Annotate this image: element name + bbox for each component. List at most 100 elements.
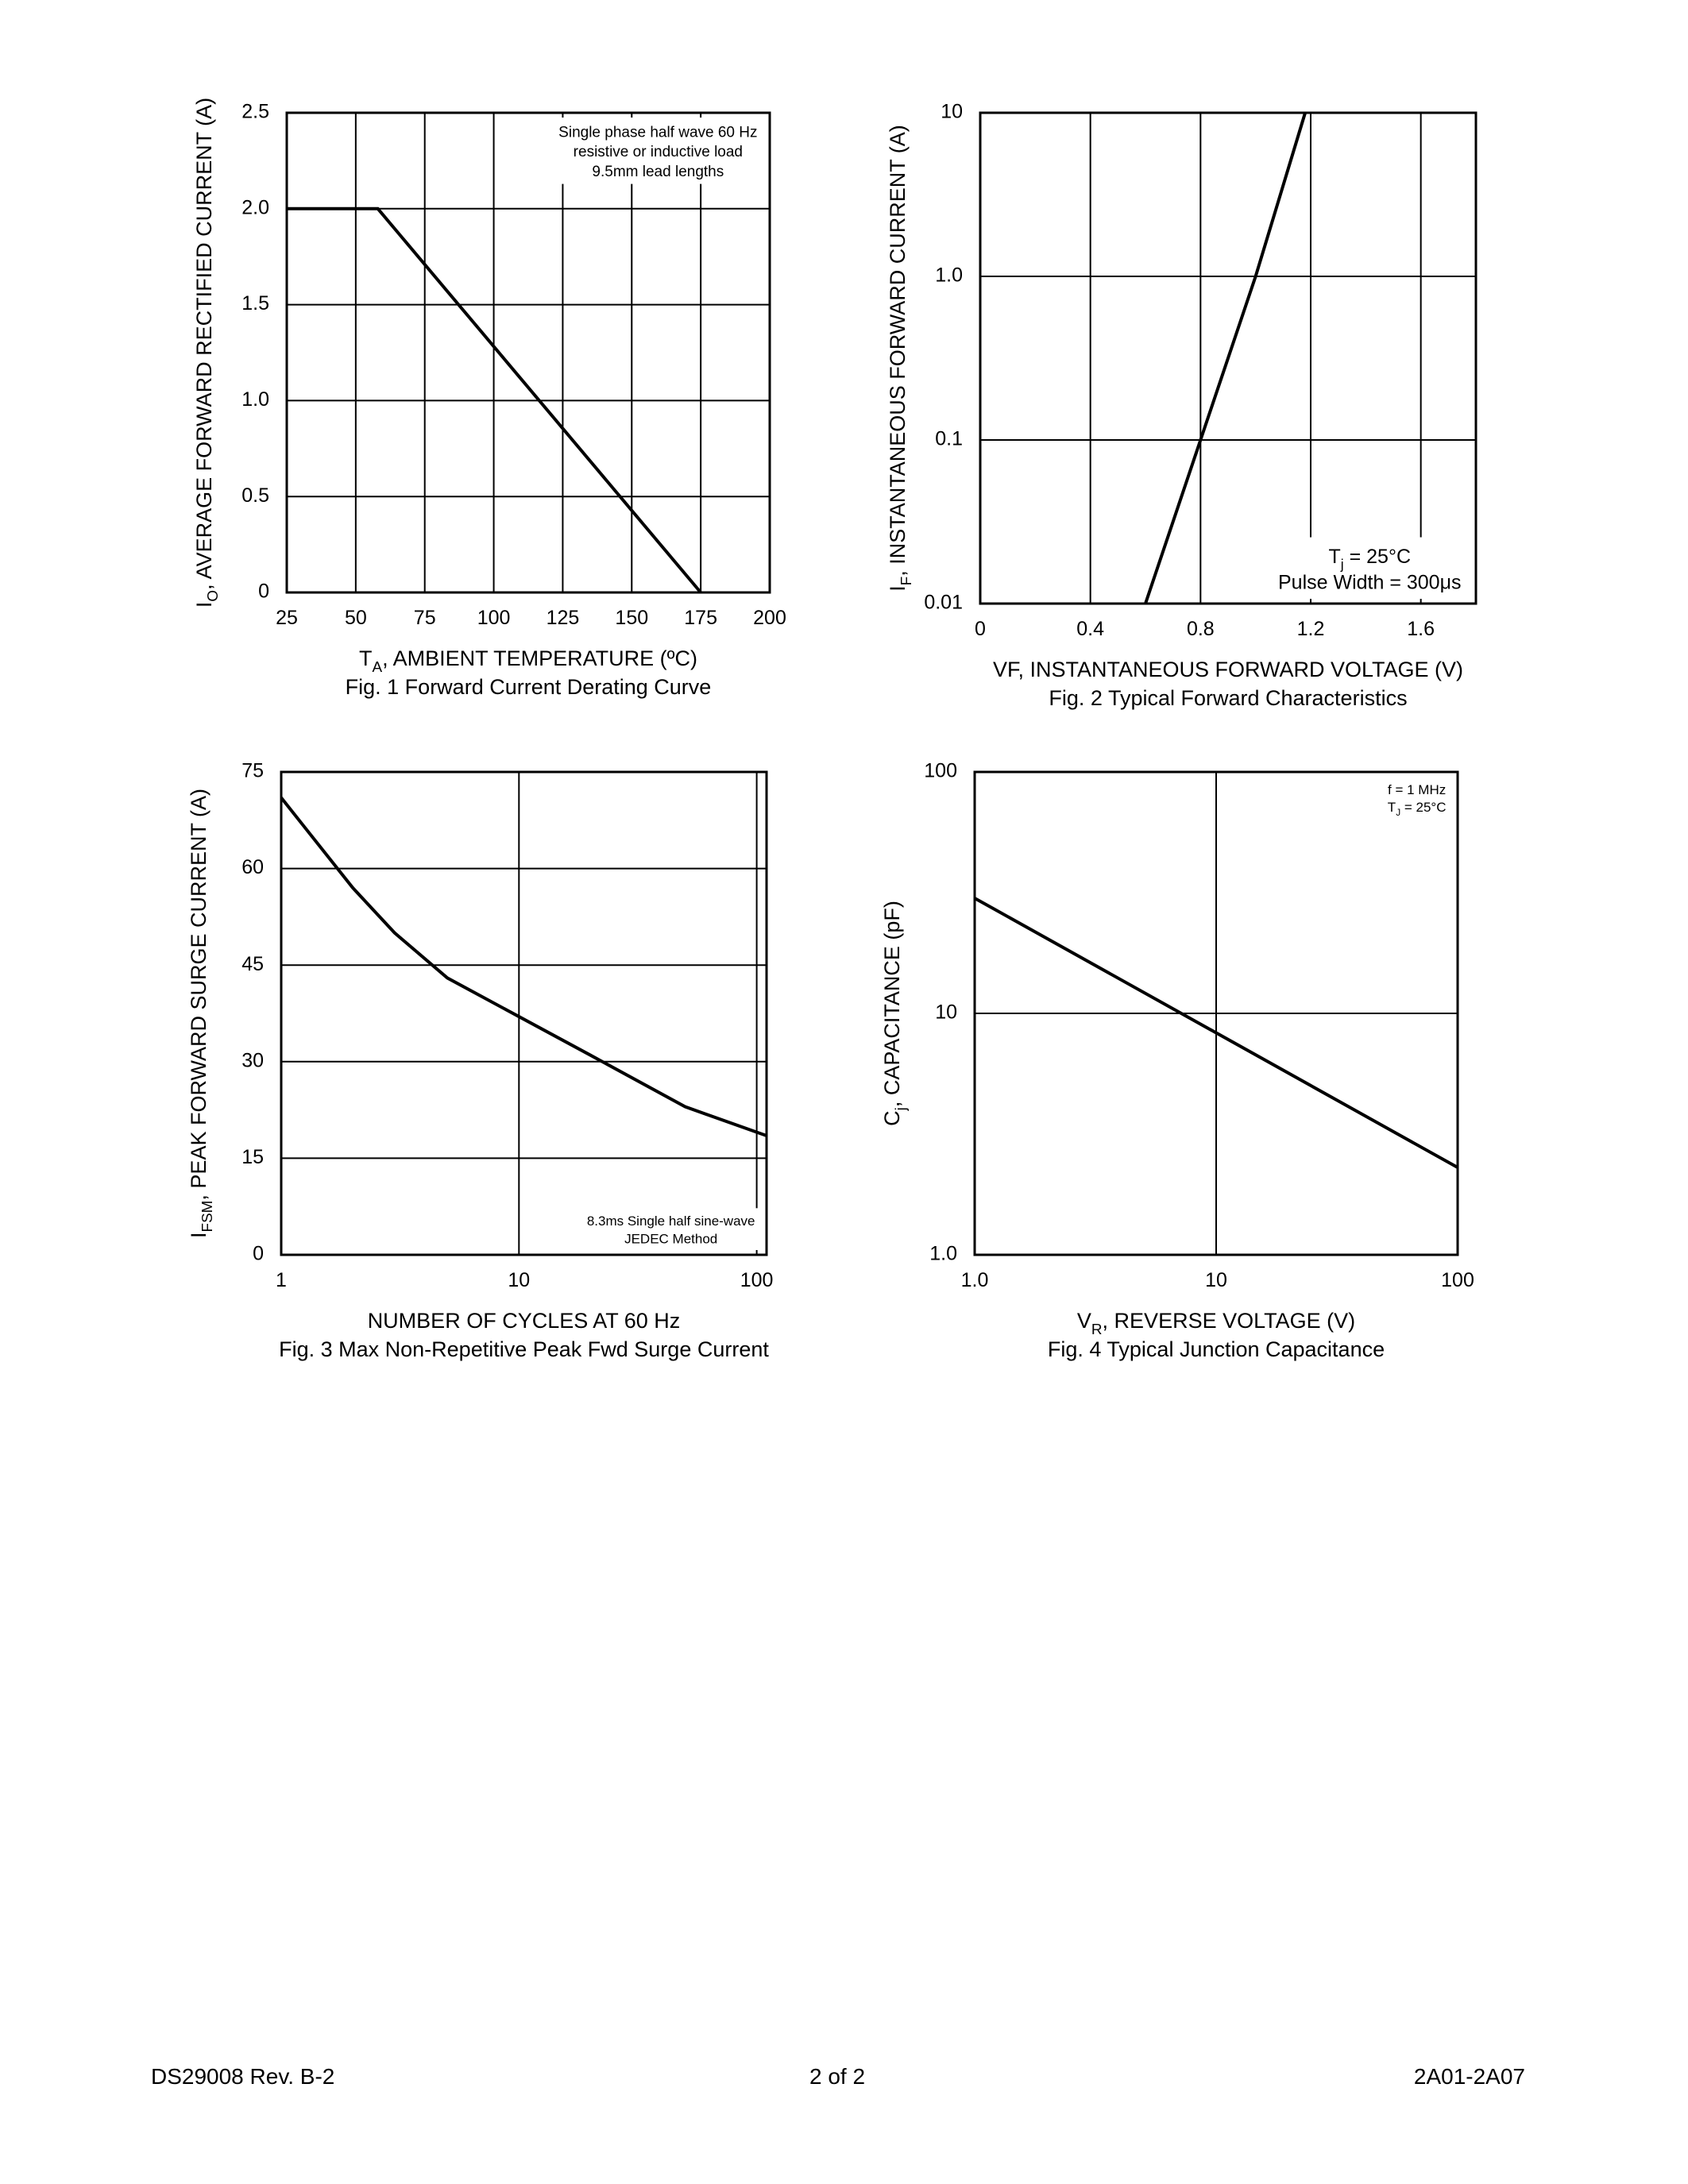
y-axis-title-main: I: [187, 1232, 211, 1238]
y-axis-title-main: I: [192, 602, 216, 608]
x-tick-label: 0: [975, 618, 986, 640]
plot-frame: [280, 770, 768, 1256]
y-tick-label: 75: [241, 760, 264, 782]
figure-caption: Fig. 4 Typical Junction Capacitance: [1048, 1337, 1385, 1361]
annotation-box: [550, 118, 765, 184]
x-axis-title-rest: , AMBIENT TEMPERATURE (ºC): [382, 646, 697, 670]
x-axis-title: NUMBER OF CYCLES AT 60 Hz: [368, 1309, 681, 1333]
x-axis-title: TA, AMBIENT TEMPERATURE (ºC): [359, 646, 697, 676]
y-tick-label: 2.5: [241, 101, 269, 123]
annotation-text: JEDEC Method: [624, 1231, 717, 1246]
annotation: Single phase half wave 60 Hz resistive or…: [550, 118, 765, 184]
x-tick-label: 100: [740, 1269, 774, 1291]
annotation-text: Single phase half wave 60 Hz: [558, 125, 757, 141]
annotation: f = 1 MHz TJ = 25°C: [1381, 777, 1453, 819]
footer-right: 2A01-2A07: [1414, 2064, 1525, 2089]
y-tick-label: 30: [241, 1049, 264, 1071]
annotation-box: [1381, 777, 1453, 819]
y-axis-title: IF, INSTANTANEOUS FORWARD CURRENT (A): [886, 125, 915, 592]
x-axis-title-main: T: [359, 646, 373, 670]
x-tick-label: 0.8: [1187, 618, 1215, 640]
y-tick-label: 15: [241, 1146, 264, 1168]
annotation-text: 9.5mm lead lengths: [592, 164, 724, 180]
annotation-text-rest: = 25°C: [1344, 546, 1411, 568]
annotation-text-rest: = 25°C: [1400, 800, 1446, 815]
x-axis-title-main: V: [1077, 1309, 1091, 1333]
x-tick-label: 200: [753, 607, 786, 629]
annotation-text-sub: J: [1396, 807, 1400, 818]
curve: [1144, 112, 1307, 604]
x-tick-label: 100: [1441, 1269, 1474, 1291]
annotation-box: [1268, 537, 1471, 599]
x-tick-label: 175: [684, 607, 717, 629]
y-axis-title-sub: FSM: [199, 1201, 216, 1233]
y-tick-label: 0.1: [935, 428, 963, 450]
y-tick-label: 0: [253, 1243, 264, 1265]
annotation-box: [580, 1208, 762, 1250]
annotation-text: resistive or inductive load: [574, 144, 743, 160]
x-tick-label: 0.4: [1076, 618, 1104, 640]
y-axis-title-sub: O: [205, 590, 222, 602]
plot-frame: [973, 770, 1459, 1256]
footer-left: DS29008 Rev. B-2: [151, 2064, 334, 2089]
x-axis-title-sub: A: [372, 659, 382, 676]
annotation-text: 8.3ms Single half sine-wave: [587, 1214, 755, 1229]
y-axis-title-rest: , CAPACITANCE (pF): [880, 901, 904, 1107]
y-tick-label: 2.0: [241, 196, 269, 218]
x-tick-label: 150: [615, 607, 648, 629]
y-axis-title-main: I: [886, 585, 910, 592]
y-tick-label: 60: [241, 856, 264, 878]
footer-center: 2 of 2: [809, 2064, 865, 2089]
y-tick-label: 45: [241, 953, 264, 975]
annotation-text: TJ = 25°C: [1388, 800, 1447, 818]
figure-caption: Fig. 1 Forward Current Derating Curve: [346, 675, 712, 699]
x-tick-label: 25: [276, 607, 298, 629]
y-axis-title-rest: , PEAK FORWARD SURGE CURRENT (A): [187, 789, 211, 1201]
y-tick-label: 10: [935, 1001, 957, 1024]
y-tick-label: 0: [258, 581, 269, 603]
curve: [287, 206, 702, 594]
y-tick-label: 1.0: [929, 1243, 957, 1265]
annotation-text: Tj = 25°C: [1328, 546, 1411, 573]
x-tick-label: 125: [547, 607, 580, 629]
annotation: 8.3ms Single half sine-wave JEDEC Method: [580, 1208, 762, 1250]
x-axis-title-rest: , REVERSE VOLTAGE (V): [1103, 1309, 1356, 1333]
annotation-text-sub: j: [1340, 556, 1344, 572]
y-axis-title-sub: F: [898, 577, 915, 586]
y-axis-title: Cj, CAPACITANCE (pF): [880, 901, 910, 1126]
y-tick-label: 0.01: [924, 592, 963, 614]
y-tick-label: 1.0: [241, 388, 269, 411]
x-tick-label: 1: [276, 1269, 287, 1291]
annotation-text-main: T: [1328, 546, 1340, 568]
x-tick-label: 50: [345, 607, 367, 629]
x-tick-label: 10: [508, 1269, 530, 1291]
y-axis-title-rest: , INSTANTANEOUS FORWARD CURRENT (A): [886, 125, 910, 577]
x-tick-label: 1.2: [1297, 618, 1325, 640]
y-axis-title: IFSM, PEAK FORWARD SURGE CURRENT (A): [187, 789, 216, 1238]
x-axis-title: VR, REVERSE VOLTAGE (V): [1077, 1309, 1355, 1338]
x-axis-title-sub: R: [1091, 1322, 1103, 1338]
figure-caption: Fig. 3 Max Non-Repetitive Peak Fwd Surge…: [279, 1337, 769, 1361]
x-axis-title: VF, INSTANTANEOUS FORWARD VOLTAGE (V): [993, 658, 1463, 681]
y-axis-title-rest: , AVERAGE FORWARD RECTIFIED CURRENT (A): [192, 98, 216, 590]
plot-frame: [979, 111, 1477, 605]
y-tick-label: 1.0: [935, 264, 963, 287]
y-tick-label: 10: [941, 101, 963, 123]
annotation-text-main: T: [1388, 800, 1396, 815]
y-tick-label: 100: [924, 760, 957, 782]
annotation-text: Pulse Width = 300μs: [1278, 571, 1462, 593]
y-axis-title-sub: j: [893, 1107, 910, 1111]
x-tick-label: 1.6: [1407, 618, 1435, 640]
x-tick-label: 75: [414, 607, 436, 629]
annotation-text: f = 1 MHz: [1388, 782, 1446, 797]
y-tick-label: 1.5: [241, 292, 269, 314]
x-tick-label: 10: [1205, 1269, 1227, 1291]
figure-caption: Fig. 2 Typical Forward Characteristics: [1049, 686, 1407, 710]
curve: [280, 797, 767, 1137]
y-tick-label: 0.5: [241, 484, 269, 507]
y-axis-title-main: C: [880, 1110, 904, 1126]
x-tick-label: 1.0: [961, 1269, 989, 1291]
